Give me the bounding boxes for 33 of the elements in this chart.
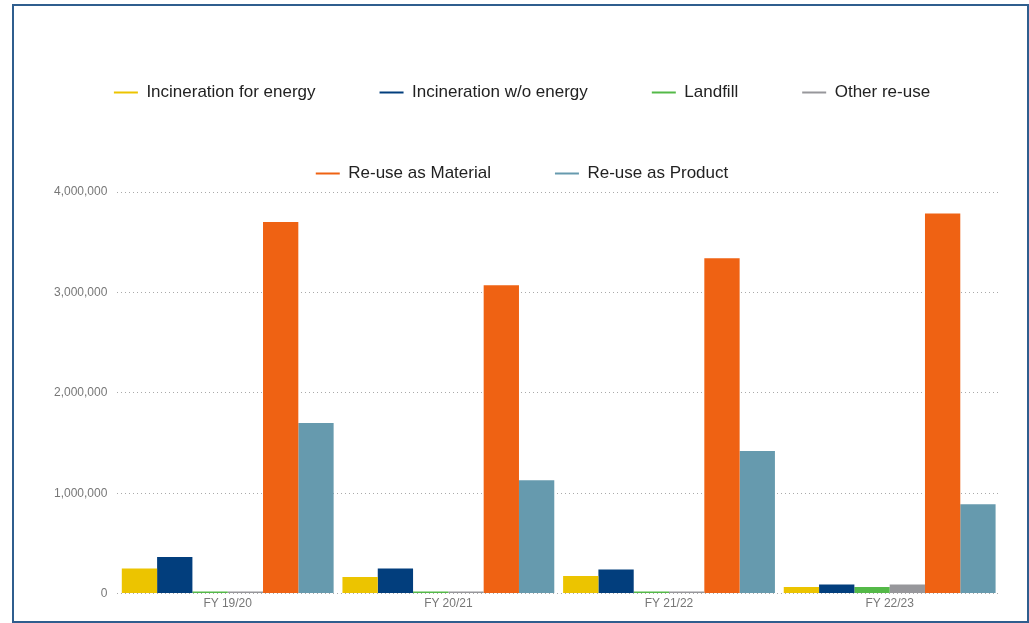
y-tick-label: 3,000,000 <box>53 284 108 299</box>
bar <box>121 568 158 594</box>
bar <box>483 285 519 594</box>
legend-label: Re-use as Material <box>348 163 491 183</box>
legend-label: Re-use as Product <box>587 163 729 183</box>
bar <box>518 480 555 594</box>
bar <box>854 587 890 594</box>
bar <box>889 584 925 594</box>
legend-label: Other re-use <box>834 82 931 102</box>
bar <box>263 222 299 594</box>
bar <box>377 568 414 594</box>
legend-label: Incineration w/o energy <box>412 82 589 102</box>
bar <box>924 213 961 594</box>
bar <box>819 584 855 594</box>
bar <box>704 258 740 594</box>
y-tick-label: 0 <box>100 585 108 600</box>
bar <box>298 422 334 594</box>
y-tick-label: 2,000,000 <box>53 385 108 400</box>
legend-label: Incineration for energy <box>146 82 317 102</box>
legend-label: Landfill <box>684 82 739 102</box>
bar <box>739 451 775 594</box>
y-tick-label: 4,000,000 <box>53 184 108 199</box>
bar <box>598 569 634 594</box>
x-tick-label: FY 22/23 <box>865 596 915 611</box>
bar <box>960 504 996 594</box>
bar <box>157 556 193 594</box>
x-tick-label: FY 20/21 <box>424 596 473 611</box>
bar <box>342 577 378 594</box>
bar <box>563 576 599 594</box>
x-tick-label: FY 21/22 <box>644 596 694 611</box>
y-tick-label: 1,000,000 <box>53 485 108 500</box>
bar <box>783 587 820 594</box>
x-tick-label: FY 19/20 <box>203 596 253 611</box>
